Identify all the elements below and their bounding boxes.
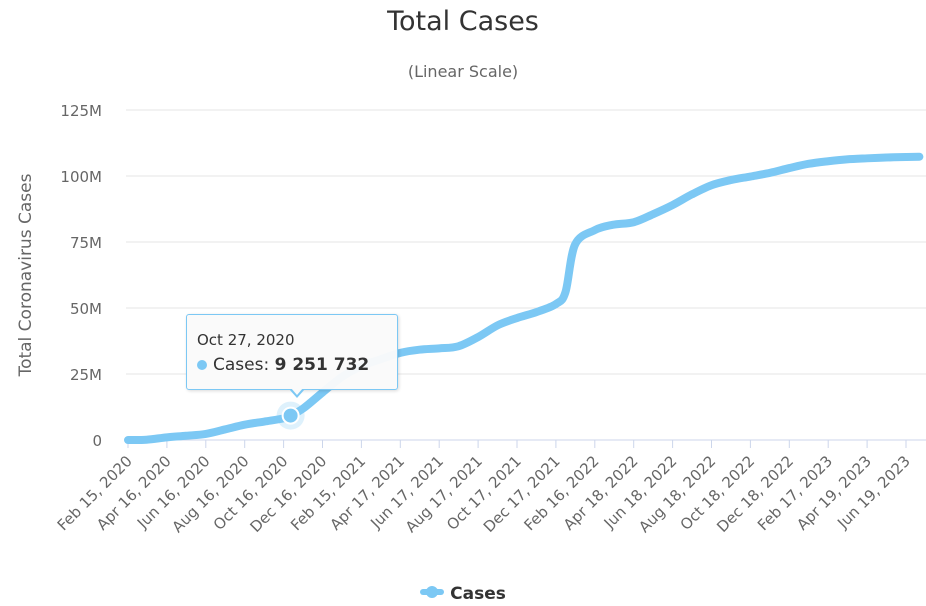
y-axis-ticks: 0 25M 50M 75M 100M 125M (60, 102, 102, 450)
tooltip-row: Cases: 9 251 732 (197, 355, 369, 375)
chart-title: Total Cases (387, 6, 539, 37)
legend-swatch-icon (420, 586, 445, 598)
y-tick-label: 125M (60, 102, 102, 120)
y-tick-label: 100M (60, 168, 102, 186)
legend-label: Cases (450, 584, 506, 604)
y-axis-label: Total Coronavirus Cases (16, 173, 36, 377)
series-line-cases[interactable] (124, 152, 924, 445)
y-tick-label: 0 (92, 432, 102, 450)
chart-subtitle: (Linear Scale) (407, 62, 519, 81)
hover-marker[interactable] (276, 401, 305, 430)
data-point[interactable] (281, 406, 300, 425)
series-dot-icon (197, 360, 207, 370)
legend[interactable]: Cases (0, 584, 926, 604)
y-tick-label: 75M (70, 234, 102, 252)
tooltip-label: Cases: (213, 355, 270, 375)
tooltip-date: Oct 27, 2020 (197, 331, 295, 349)
series-group (124, 152, 924, 445)
tooltip: Oct 27, 2020 Cases: 9 251 732 (186, 314, 398, 398)
tooltip-value: 9 251 732 (274, 355, 370, 375)
y-tick-label: 25M (70, 366, 102, 384)
gridlines (126, 109, 926, 441)
tooltip-arrow (289, 388, 305, 398)
y-tick-label: 50M (70, 300, 102, 318)
